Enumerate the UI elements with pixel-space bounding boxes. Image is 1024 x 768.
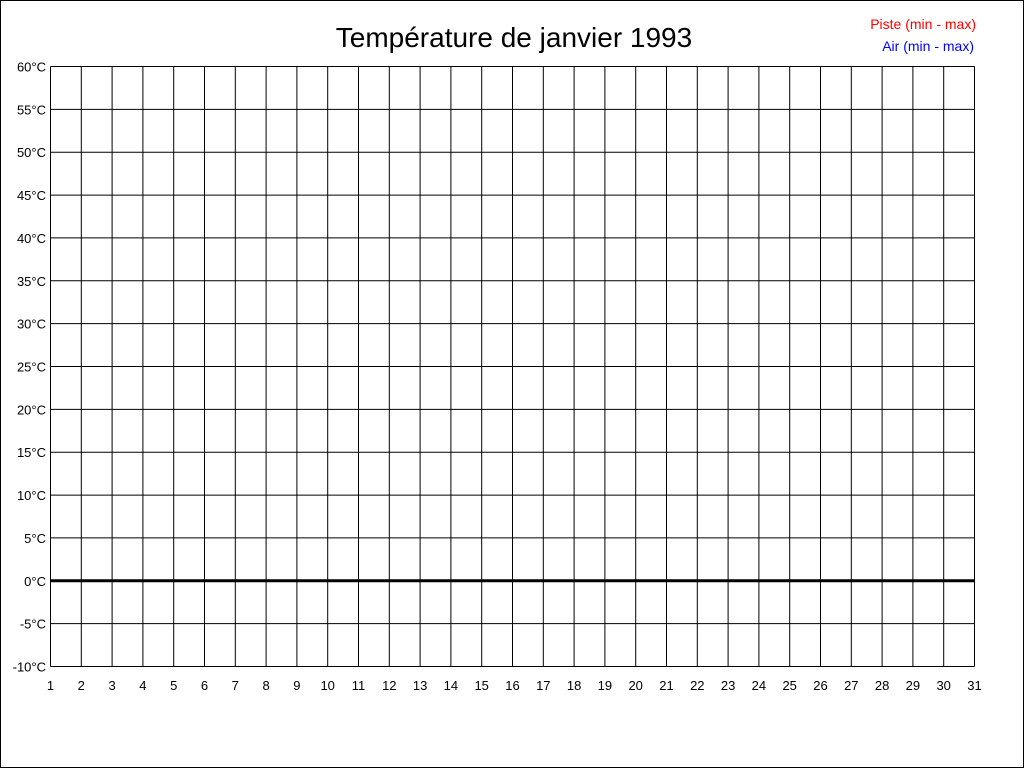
x-tick-label: 5 <box>170 678 177 693</box>
x-tick-label: 3 <box>108 678 115 693</box>
x-tick-label: 30 <box>936 678 950 693</box>
x-tick-label: 4 <box>139 678 146 693</box>
x-tick-label: 29 <box>906 678 920 693</box>
y-tick-label: 50°C <box>17 145 46 160</box>
legend-air: Air (min - max) <box>882 38 974 54</box>
x-tick-label: 2 <box>78 678 85 693</box>
x-tick-label: 13 <box>413 678 427 693</box>
x-tick-label: 14 <box>444 678 458 693</box>
y-tick-label: -10°C <box>13 660 46 675</box>
x-tick-label: 10 <box>320 678 334 693</box>
x-tick-label: 31 <box>967 678 981 693</box>
x-tick-label: 28 <box>875 678 889 693</box>
x-tick-label: 18 <box>567 678 581 693</box>
y-tick-label: 45°C <box>17 188 46 203</box>
x-tick-label: 1 <box>47 678 54 693</box>
y-tick-label: 20°C <box>17 402 46 417</box>
y-tick-label: 30°C <box>17 317 46 332</box>
x-tick-label: 8 <box>262 678 269 693</box>
x-tick-label: 21 <box>659 678 673 693</box>
x-tick-label: 22 <box>690 678 704 693</box>
grid <box>50 66 975 667</box>
x-tick-label: 24 <box>752 678 766 693</box>
x-tick-label: 20 <box>628 678 642 693</box>
x-tick-label: 23 <box>721 678 735 693</box>
x-tick-label: 19 <box>598 678 612 693</box>
x-tick-label: 6 <box>201 678 208 693</box>
y-tick-label: 40°C <box>17 231 46 246</box>
y-tick-label: 60°C <box>17 60 46 75</box>
x-tick-label: 27 <box>844 678 858 693</box>
x-tick-label: 25 <box>782 678 796 693</box>
y-tick-label: 55°C <box>17 102 46 117</box>
x-tick-label: 9 <box>293 678 300 693</box>
y-tick-label: 0°C <box>24 574 46 589</box>
legend-piste: Piste (min - max) <box>870 16 976 32</box>
x-tick-label: 11 <box>352 678 366 693</box>
y-tick-label: 5°C <box>24 531 46 546</box>
y-axis-labels: 60°C 55°C 50°C 45°C 40°C 35°C 30°C 25°C 20°C 15°C… <box>13 60 46 675</box>
x-tick-label: 16 <box>505 678 519 693</box>
x-axis-labels: 1 2 3 4 5 6 7 8 9 10 11 12 13 14 15 16 17 18 19 20 21 22 23 24 2… <box>47 678 982 693</box>
x-tick-label: 15 <box>474 678 488 693</box>
y-tick-label: 25°C <box>17 360 46 375</box>
x-tick-label: 7 <box>232 678 239 693</box>
y-tick-label: 15°C <box>17 445 46 460</box>
x-tick-label: 26 <box>813 678 827 693</box>
y-tick-label: -5°C <box>20 617 46 632</box>
y-tick-label: 10°C <box>17 488 46 503</box>
y-tick-label: 35°C <box>17 274 46 289</box>
x-tick-label: 12 <box>382 678 396 693</box>
x-tick-label: 17 <box>536 678 550 693</box>
chart-title: Température de janvier 1993 <box>336 22 692 53</box>
